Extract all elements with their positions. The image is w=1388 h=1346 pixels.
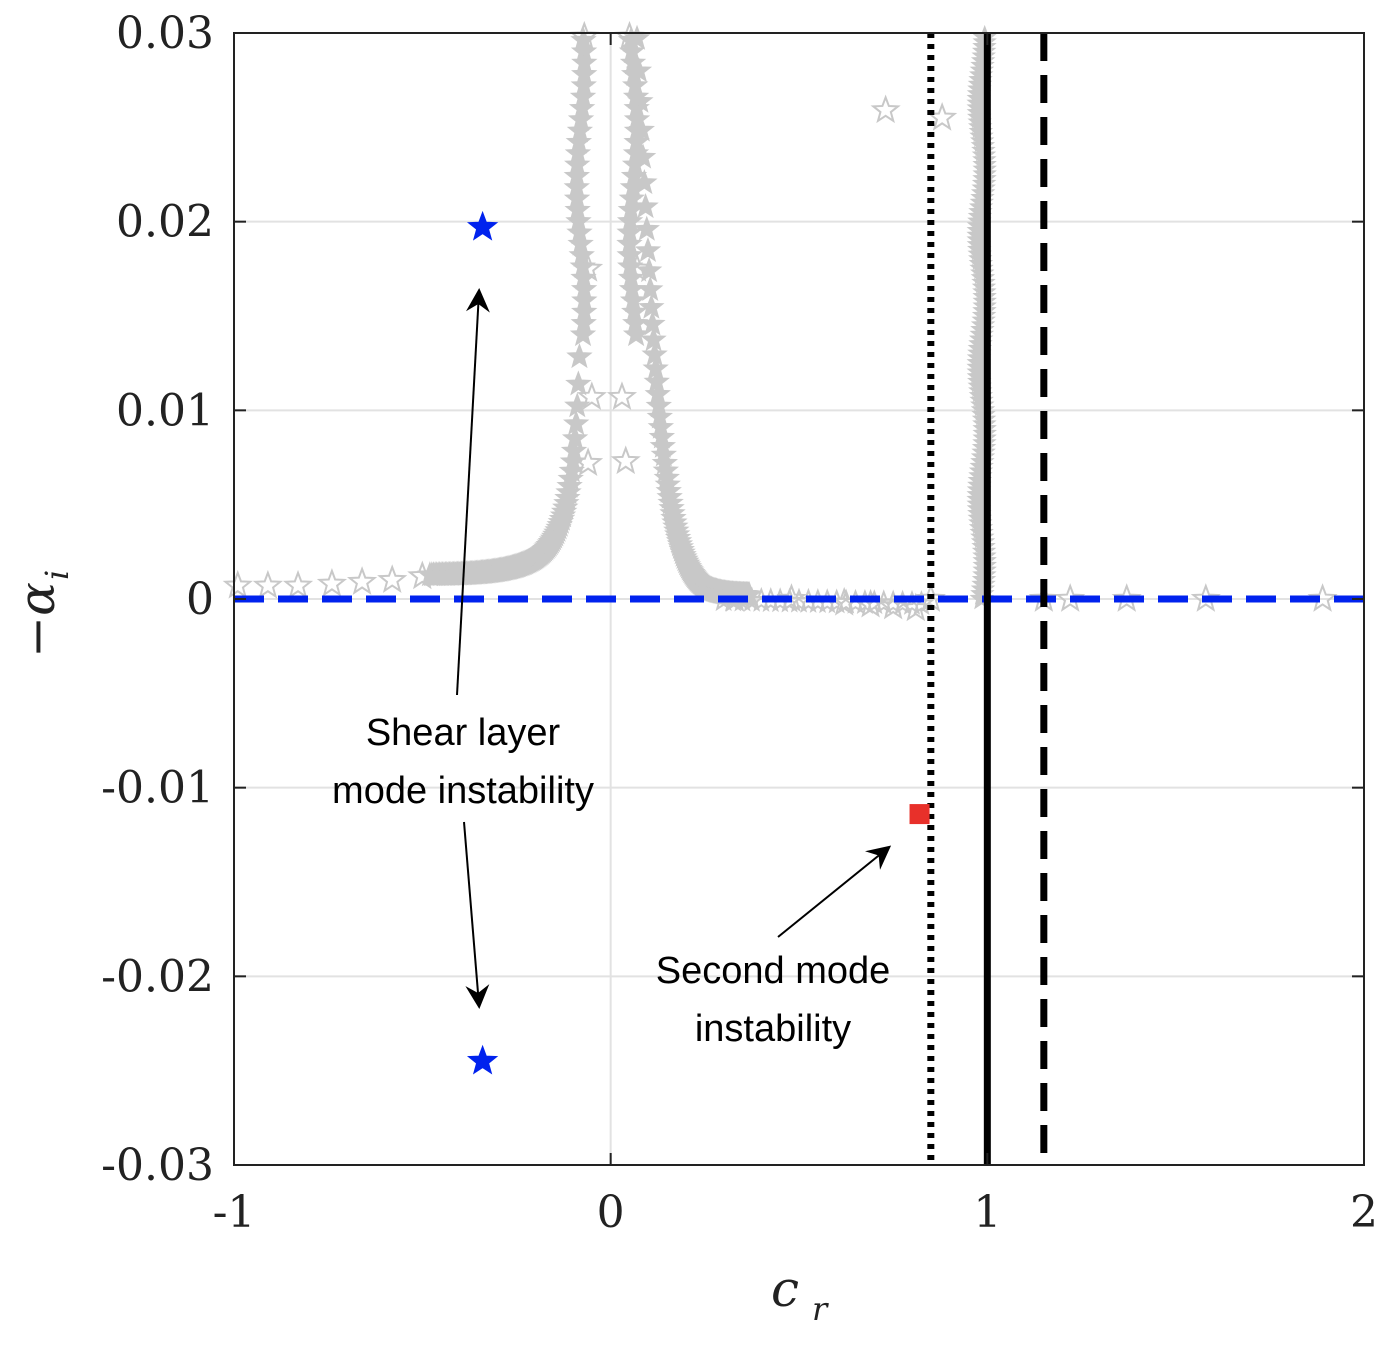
- spectrum-point: [638, 293, 665, 319]
- y-tick-label: 0.01: [116, 385, 214, 436]
- spectrum-point: [1190, 583, 1221, 612]
- spectrum-point: [623, 117, 651, 143]
- y-tick-label: 0.03: [116, 8, 214, 59]
- spectrum-point: [557, 465, 584, 491]
- spectrum-point: [622, 139, 650, 165]
- spectrum-point: [915, 583, 946, 612]
- spectrum-point: [563, 173, 590, 199]
- spectrum-point: [576, 381, 607, 410]
- spectrum-point: [565, 370, 592, 396]
- shear-arrow-down: [463, 821, 490, 1009]
- spectrum-point: [616, 241, 643, 267]
- spectrum-point: [616, 230, 643, 256]
- spectrum-point: [571, 60, 598, 86]
- x-axis-label: c r: [771, 1260, 829, 1328]
- spectrum-point: [621, 252, 653, 282]
- x-tick-label: 1: [973, 1187, 1001, 1238]
- annotations: Shear layer mode instability Second mode…: [332, 288, 892, 1050]
- spectrum-point: [617, 253, 644, 279]
- spectrum-point: [563, 185, 591, 211]
- spectrum-point: [870, 94, 901, 124]
- spectrum-point: [572, 447, 604, 476]
- spectrum-points: [222, 20, 1338, 622]
- spectrum-point: [558, 457, 586, 483]
- spectrum-point: [623, 105, 651, 132]
- y-axis-label-subscript: i: [38, 570, 76, 580]
- spectrum-point: [316, 568, 348, 597]
- tick-labels: -1 0 1 2 -0.03 -0.02 -0.01 0 0.01 0.02 0.03: [101, 8, 1378, 1238]
- spectrum-point: [1111, 583, 1142, 612]
- spectrum-point: [571, 298, 598, 324]
- spectrum-point: [571, 49, 598, 75]
- spectrum-point: [633, 215, 660, 241]
- x-tick-label: 2: [1350, 1187, 1378, 1238]
- x-axis-label-subscript: r: [812, 1290, 829, 1328]
- x-tick-label: -1: [213, 1187, 256, 1238]
- spectrum-point: [610, 445, 641, 475]
- shear-arrow-up: [456, 288, 490, 696]
- spectrum-point: [570, 275, 598, 301]
- spectrum-point: [1307, 583, 1338, 612]
- spectrum-point: [252, 569, 283, 599]
- spectrum-point: [623, 128, 650, 154]
- spectrum-point: [377, 564, 408, 593]
- spectrum-point: [635, 257, 663, 283]
- spectrum-point: [222, 569, 253, 599]
- spectrum-point: [564, 196, 591, 222]
- plot-axes: [233, 32, 1365, 1166]
- y-tick-label: -0.03: [101, 1140, 214, 1191]
- y-tick-label: -0.01: [101, 763, 214, 814]
- y-tick-label: 0: [186, 574, 214, 625]
- shear-layer-mode-point: [466, 210, 499, 241]
- y-tick-label: 0.02: [116, 197, 214, 248]
- shear-annotation-line2: mode instability: [332, 770, 594, 812]
- second-mode-annotation-line2: instability: [695, 1008, 851, 1050]
- spectrum-point: [606, 381, 638, 410]
- shear-annotation-line1: Shear layer: [366, 712, 561, 754]
- spectrum-point: [719, 583, 751, 612]
- shear-layer-mode-point: [466, 1044, 499, 1075]
- spectrum-point: [776, 583, 807, 612]
- spectrum-point: [566, 343, 593, 369]
- second-mode-annotation-line1: Second mode: [656, 950, 891, 992]
- spectrum-point: [407, 560, 438, 590]
- spectrum-point: [572, 252, 604, 282]
- spectrum-point: [623, 94, 650, 120]
- y-tick-label: -0.02: [101, 951, 214, 1002]
- spectrum-point: [1055, 583, 1086, 612]
- x-tick-label: 0: [597, 1187, 625, 1238]
- spectrum-point: [563, 410, 590, 436]
- spectrum-point: [637, 275, 664, 301]
- instability-modes: [466, 210, 930, 1075]
- spectrum-point: [634, 236, 662, 263]
- x-axis-label-main: c: [771, 1260, 799, 1318]
- reference-lines: [234, 33, 1364, 1165]
- spectrum-point: [561, 424, 589, 450]
- spectrum-point: [563, 162, 591, 188]
- second-mode-arrow: [777, 845, 892, 938]
- spectrum-point: [570, 309, 597, 335]
- y-axis-label: −α i: [8, 570, 76, 658]
- second-mode-point: [909, 804, 930, 825]
- y-axis-label-main: −α: [8, 582, 66, 658]
- spectrum-point: [346, 566, 378, 595]
- spectrum-point: [571, 287, 598, 313]
- spectrum-point: [282, 569, 314, 599]
- spectrum-point: [570, 71, 597, 98]
- spectrum-point: [616, 219, 643, 245]
